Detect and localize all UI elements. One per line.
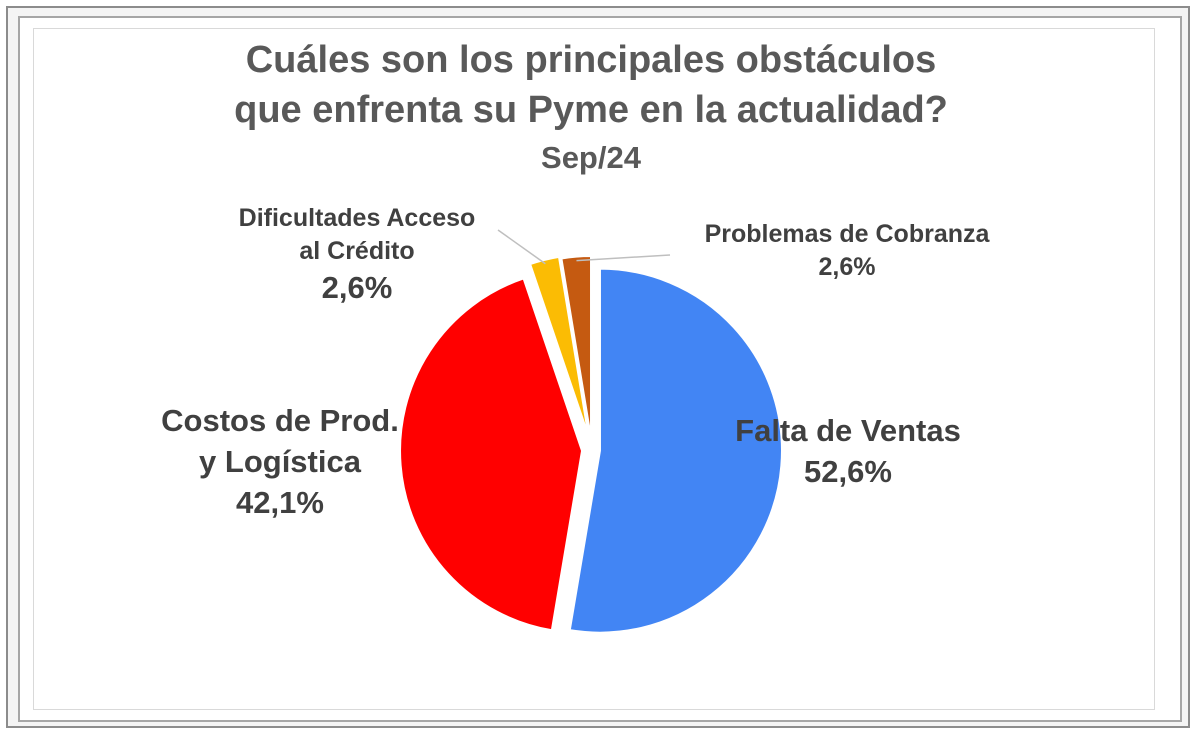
data-value-dificultades: 2,6%: [322, 270, 393, 305]
leader-lines: [497, 229, 671, 265]
slice-falta-de-ventas: [568, 267, 783, 634]
slice-problemas-de-cobranza: [560, 255, 593, 439]
chart-subtitle: Sep/24: [541, 140, 642, 175]
leader-line-problemas-de-cobranza: [576, 254, 671, 262]
data-value-problemas-de-cobranza: 2,6%: [819, 253, 876, 281]
data-label-costos-line-1: Costos de Prod.: [161, 403, 399, 438]
pie-slices: [399, 255, 783, 634]
slice-costos-de-produccion: [399, 277, 584, 632]
data-value-costos: 42,1%: [236, 485, 324, 520]
slice-dificultades-acceso-credito: [528, 255, 590, 437]
data-label-dificultades-line-1: Dificultades Acceso: [239, 204, 476, 232]
data-label-falta-de-ventas: Falta de Ventas: [735, 413, 961, 448]
data-label-dificultades-line-2: al Crédito: [299, 237, 414, 265]
leader-line-dificultades: [497, 229, 546, 265]
chart-title-line-2: que enfrenta su Pyme en la actualidad?: [234, 89, 948, 131]
data-label-problemas-de-cobranza: Problemas de Cobranza: [705, 220, 991, 248]
data-value-falta-de-ventas: 52,6%: [804, 454, 892, 489]
chart-title-line-1: Cuáles son los principales obstáculos: [246, 39, 937, 81]
chart-area: [33, 28, 1155, 710]
data-label-costos-line-2: y Logística: [199, 444, 362, 479]
